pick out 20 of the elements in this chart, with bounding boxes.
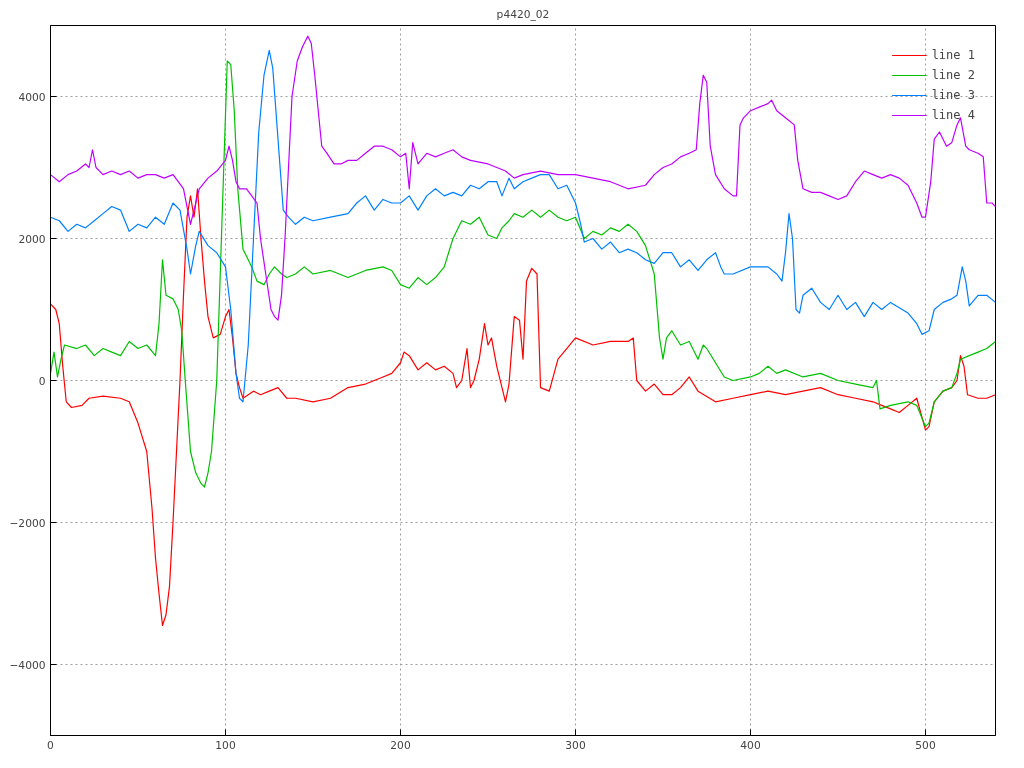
- x-tick-label: 400: [740, 738, 761, 752]
- chart-title: p4420_02: [496, 7, 550, 21]
- y-tick-label: 4000: [18, 90, 46, 104]
- x-tick-label: 0: [47, 738, 55, 752]
- legend-label: line 4: [931, 108, 975, 122]
- legend-label: line 1: [931, 48, 975, 62]
- line-series: [50, 49, 996, 403]
- x-tick-label: 200: [390, 738, 411, 752]
- legend-label: line 2: [931, 68, 975, 82]
- x-tick-label: 500: [915, 738, 936, 752]
- y-tick-label: 0: [38, 374, 46, 388]
- legend-label: line 3: [931, 88, 975, 102]
- y-tick-label: 2000: [18, 232, 46, 246]
- x-tick-label: 100: [215, 738, 236, 752]
- line-series: [50, 188, 996, 627]
- line-series: [50, 35, 996, 321]
- x-tick-label: 300: [565, 738, 586, 752]
- line-series: [50, 60, 996, 488]
- y-tick-label: −4000: [9, 658, 46, 672]
- y-tick-label: −2000: [9, 516, 46, 530]
